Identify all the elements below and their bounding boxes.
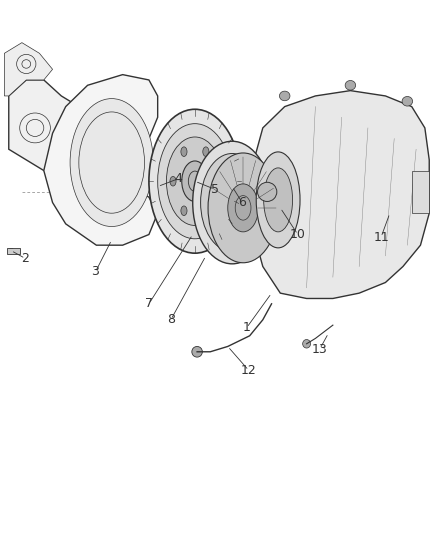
Polygon shape <box>4 43 53 96</box>
Ellipse shape <box>170 176 176 186</box>
Ellipse shape <box>258 182 277 201</box>
Ellipse shape <box>182 161 208 201</box>
Ellipse shape <box>149 109 241 253</box>
Ellipse shape <box>264 168 293 232</box>
Text: 4: 4 <box>175 172 183 185</box>
Ellipse shape <box>402 96 413 106</box>
Ellipse shape <box>256 152 300 248</box>
Text: 12: 12 <box>241 364 257 377</box>
Ellipse shape <box>345 80 356 90</box>
Text: 1: 1 <box>243 321 251 334</box>
Ellipse shape <box>201 154 264 252</box>
Ellipse shape <box>279 91 290 101</box>
Ellipse shape <box>158 124 232 239</box>
Polygon shape <box>7 248 20 254</box>
Ellipse shape <box>208 153 278 263</box>
Text: 2: 2 <box>21 252 29 265</box>
Ellipse shape <box>214 176 220 186</box>
Text: 7: 7 <box>145 297 153 310</box>
Ellipse shape <box>166 137 223 225</box>
Bar <box>412 171 429 213</box>
Text: 3: 3 <box>92 265 99 278</box>
Ellipse shape <box>193 141 272 264</box>
Text: 5: 5 <box>211 183 219 196</box>
Ellipse shape <box>203 147 209 157</box>
Ellipse shape <box>70 99 153 227</box>
Ellipse shape <box>192 346 202 357</box>
Text: 8: 8 <box>167 313 175 326</box>
Text: 13: 13 <box>312 343 328 356</box>
Text: 6: 6 <box>238 196 246 209</box>
Ellipse shape <box>228 184 258 232</box>
Ellipse shape <box>181 147 187 157</box>
Ellipse shape <box>303 340 311 348</box>
Polygon shape <box>254 91 429 298</box>
Ellipse shape <box>203 206 209 215</box>
Polygon shape <box>9 80 88 171</box>
Polygon shape <box>44 75 158 245</box>
Ellipse shape <box>181 206 187 215</box>
Text: 11: 11 <box>373 231 389 244</box>
Text: 10: 10 <box>290 228 306 241</box>
